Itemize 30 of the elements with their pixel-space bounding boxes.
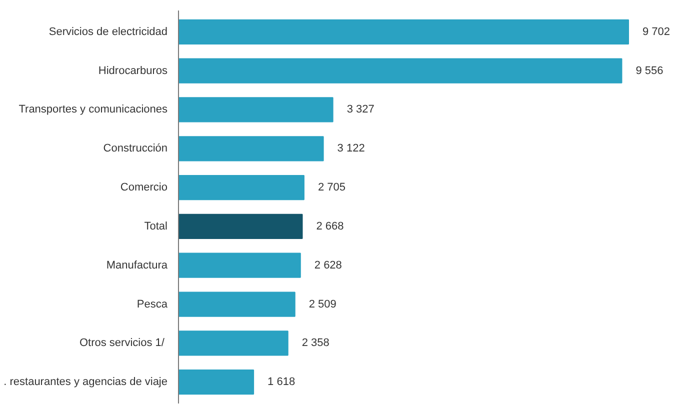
data-label: 2 705 <box>318 182 346 194</box>
bar <box>178 252 301 278</box>
y-tick-label: . restaurantes y agencias de viaje <box>4 376 168 388</box>
y-tick-label: Total <box>144 220 168 232</box>
data-label: 1 618 <box>268 376 296 388</box>
data-label: 2 509 <box>308 298 336 310</box>
data-label: 3 327 <box>346 104 374 116</box>
y-tick-label: Comercio <box>120 182 168 194</box>
bar <box>178 58 622 84</box>
bar <box>178 97 334 122</box>
y-tick-label: Otros servicios 1/ <box>79 337 166 350</box>
y-tick-label: Servicios de electricidad <box>48 26 168 38</box>
data-label: 2 668 <box>316 220 344 232</box>
data-label: 2 358 <box>302 337 330 350</box>
bar <box>178 174 304 200</box>
data-label: 9 702 <box>642 26 670 38</box>
bar <box>178 292 296 317</box>
bar <box>178 19 629 44</box>
y-tick-label: Construcción <box>103 142 168 155</box>
data-label: 9 556 <box>636 64 664 77</box>
y-tick-label: Transportes y comunicaciones <box>18 104 168 116</box>
y-tick-label: Pesca <box>136 298 168 310</box>
y-tick-label: Manufactura <box>106 259 168 272</box>
bar <box>178 370 254 395</box>
data-label: 3 122 <box>337 142 365 155</box>
data-label: 2 628 <box>314 259 342 272</box>
y-tick-label: Hidrocarburos <box>98 64 168 77</box>
bar <box>178 330 288 356</box>
bar <box>178 214 303 240</box>
bar <box>178 136 324 162</box>
